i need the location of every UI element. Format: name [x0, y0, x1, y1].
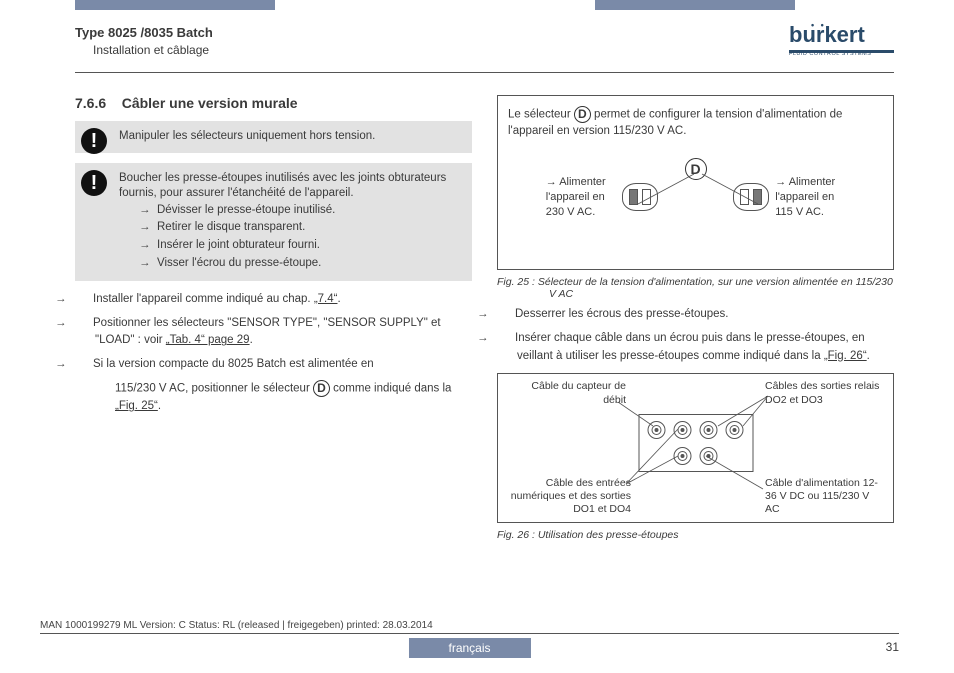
selector-d-icon: D: [313, 380, 330, 397]
tab-4-link[interactable]: „Tab. 4“ page 29: [166, 334, 250, 346]
exclamation-icon: !: [81, 128, 107, 154]
step-3-text-a: Si la version compacte du 8025 Batch est…: [93, 358, 374, 370]
gland-icon: [699, 447, 717, 465]
label-power-cable: Câble d'alimentation 12-36 V DC ou 115/2…: [765, 477, 885, 516]
sub-step-text: Visser l'écrou du presse-étoupe.: [157, 257, 321, 269]
step-2-text-b: .: [250, 334, 253, 346]
step-b-text-a: Insérer chaque câble dans un écrou puis …: [515, 332, 865, 362]
step-a: →Desserrer les écrous des presse-étoupes…: [497, 306, 894, 324]
switch-icon: [622, 183, 658, 211]
switch-icon: [733, 183, 769, 211]
logo-word: • • burkert: [789, 22, 894, 48]
doc-title: Type 8025 /8035 Batch: [75, 25, 894, 40]
logo: • • burkert FLUID CONTROL SYSTEMS: [789, 22, 894, 57]
fig25-intro: Le sélecteur D permet de configurer la t…: [508, 106, 883, 139]
switch-115v: → Alimenter l'appareil en 115 V AC.: [733, 175, 845, 220]
fig-26-link[interactable]: „Fig. 26“: [824, 350, 867, 362]
section-heading: 7.6.6 Câbler une version murale: [75, 95, 472, 111]
figure-25-box: Le sélecteur D permet de configurer la t…: [497, 95, 894, 270]
language-badge: français: [408, 638, 530, 658]
doc-subtitle: Installation et câblage: [93, 43, 894, 57]
fig-25-link[interactable]: „Fig. 25“: [115, 400, 158, 412]
step-3-text-b2: comme indiqué dans la: [330, 383, 451, 395]
switch-slot-on: [629, 189, 638, 205]
content: 7.6.6 Câbler une version murale ! Manipu…: [75, 95, 894, 628]
sub-step: →Visser l'écrou du presse-étoupe.: [139, 255, 464, 273]
exclamation-icon: !: [81, 170, 107, 196]
gland-block-icon: [638, 414, 753, 472]
step-3: →Si la version compacte du 8025 Batch es…: [75, 356, 472, 374]
warning-1-text: Manipuler les sélecteurs uniquement hors…: [119, 130, 375, 142]
step-1-text-a: Installer l'appareil comme indiqué au ch…: [93, 293, 314, 305]
logo-text: burkert: [789, 22, 865, 47]
top-tab-right: [595, 0, 795, 10]
arrow-icon: →: [75, 291, 93, 309]
arrow-icon: →: [139, 237, 157, 255]
fig25-intro-a: Le sélecteur: [508, 109, 574, 121]
gland-icon: [699, 421, 717, 439]
warning-2-intro: Boucher les presse-étoupes inutilisés av…: [119, 171, 464, 202]
step-3-text-b3: .: [158, 400, 161, 412]
step-b-text-b: .: [867, 350, 870, 362]
arrow-icon: →: [546, 176, 557, 188]
sub-step: →Dévisser le presse-étoupe inutilisé.: [139, 202, 464, 220]
figure-26-box: Câble du capteur de débit Câbles des sor…: [497, 373, 894, 523]
figure-26-caption: Fig. 26 : Utilisation des presse-étoupes: [497, 529, 894, 541]
arrow-icon: →: [139, 219, 157, 237]
footer: MAN 1000199279 ML Version: C Status: RL …: [40, 633, 899, 663]
switch-slot-on: [753, 189, 762, 205]
logo-dots-icon: • •: [811, 20, 826, 30]
sub-step: →Retirer le disque transparent.: [139, 219, 464, 237]
arrow-icon: →: [775, 176, 786, 188]
logo-tagline: FLUID CONTROL SYSTEMS: [789, 51, 894, 57]
gland-icon: [647, 421, 665, 439]
gland-icon: [673, 421, 691, 439]
sub-step-text: Insérer le joint obturateur fourni.: [157, 239, 320, 251]
section-number: 7.6.6: [75, 95, 106, 111]
sub-step: →Insérer le joint obturateur fourni.: [139, 237, 464, 255]
label-relay-cables: Câbles des sorties relais DO2 et DO3: [765, 380, 885, 406]
arrow-icon: →: [75, 356, 93, 374]
figure-25-caption: Fig. 25 : Sélecteur de la tension d'alim…: [497, 276, 894, 300]
arrow-icon: →: [75, 315, 93, 333]
label-digital-io-cable: Câble des entrées numériques et des sort…: [506, 477, 631, 516]
arrow-icon: →: [497, 330, 515, 348]
sub-step-text: Retirer le disque transparent.: [157, 221, 305, 233]
switch-slot-off: [740, 189, 749, 205]
arrow-icon: →: [139, 255, 157, 273]
chap-74-link[interactable]: „7.4“: [314, 293, 338, 305]
top-tab-left: [75, 0, 275, 10]
warning-box-1: ! Manipuler les sélecteurs uniquement ho…: [75, 121, 472, 153]
arrow-icon: →: [497, 306, 515, 324]
section-title: Câbler une version murale: [122, 95, 298, 111]
selector-row: → Alimenter l'appareil en 230 V AC. → Al…: [508, 175, 883, 220]
header: Type 8025 /8035 Batch Installation et câ…: [75, 25, 894, 73]
arrow-icon: →: [139, 202, 157, 220]
switch-230v: → Alimenter l'appareil en 230 V AC.: [546, 175, 658, 220]
step-2: →Positionner les sélecteurs "SENSOR TYPE…: [75, 315, 472, 351]
warning-box-2: ! Boucher les presse-étoupes inutilisés …: [75, 163, 472, 281]
footer-man-id: MAN 1000199279 ML Version: C Status: RL …: [40, 620, 433, 631]
step-a-text: Desserrer les écrous des presse-étoupes.: [515, 308, 729, 320]
step-b: →Insérer chaque câble dans un écrou puis…: [497, 330, 894, 366]
step-2-text-a: Positionner les sélecteurs "SENSOR TYPE"…: [93, 317, 441, 347]
step-1: →Installer l'appareil comme indiqué au c…: [75, 291, 472, 309]
switch-slot-off: [642, 189, 651, 205]
left-column: 7.6.6 Câbler une version murale ! Manipu…: [75, 95, 472, 628]
selector-d-icon: D: [574, 106, 591, 123]
gland-icon: [673, 447, 691, 465]
step-1-text-b: .: [337, 293, 340, 305]
sub-step-text: Dévisser le presse-étoupe inutilisé.: [157, 204, 335, 216]
page-number: 31: [886, 640, 899, 654]
step-3-text-b1: 115/230 V AC, positionner le sélecteur: [115, 383, 313, 395]
gland-icon: [725, 421, 743, 439]
label-sensor-cable: Câble du capteur de débit: [506, 380, 626, 406]
right-column: Le sélecteur D permet de configurer la t…: [497, 95, 894, 628]
step-3-cont: 115/230 V AC, positionner le sélecteur D…: [115, 380, 472, 416]
